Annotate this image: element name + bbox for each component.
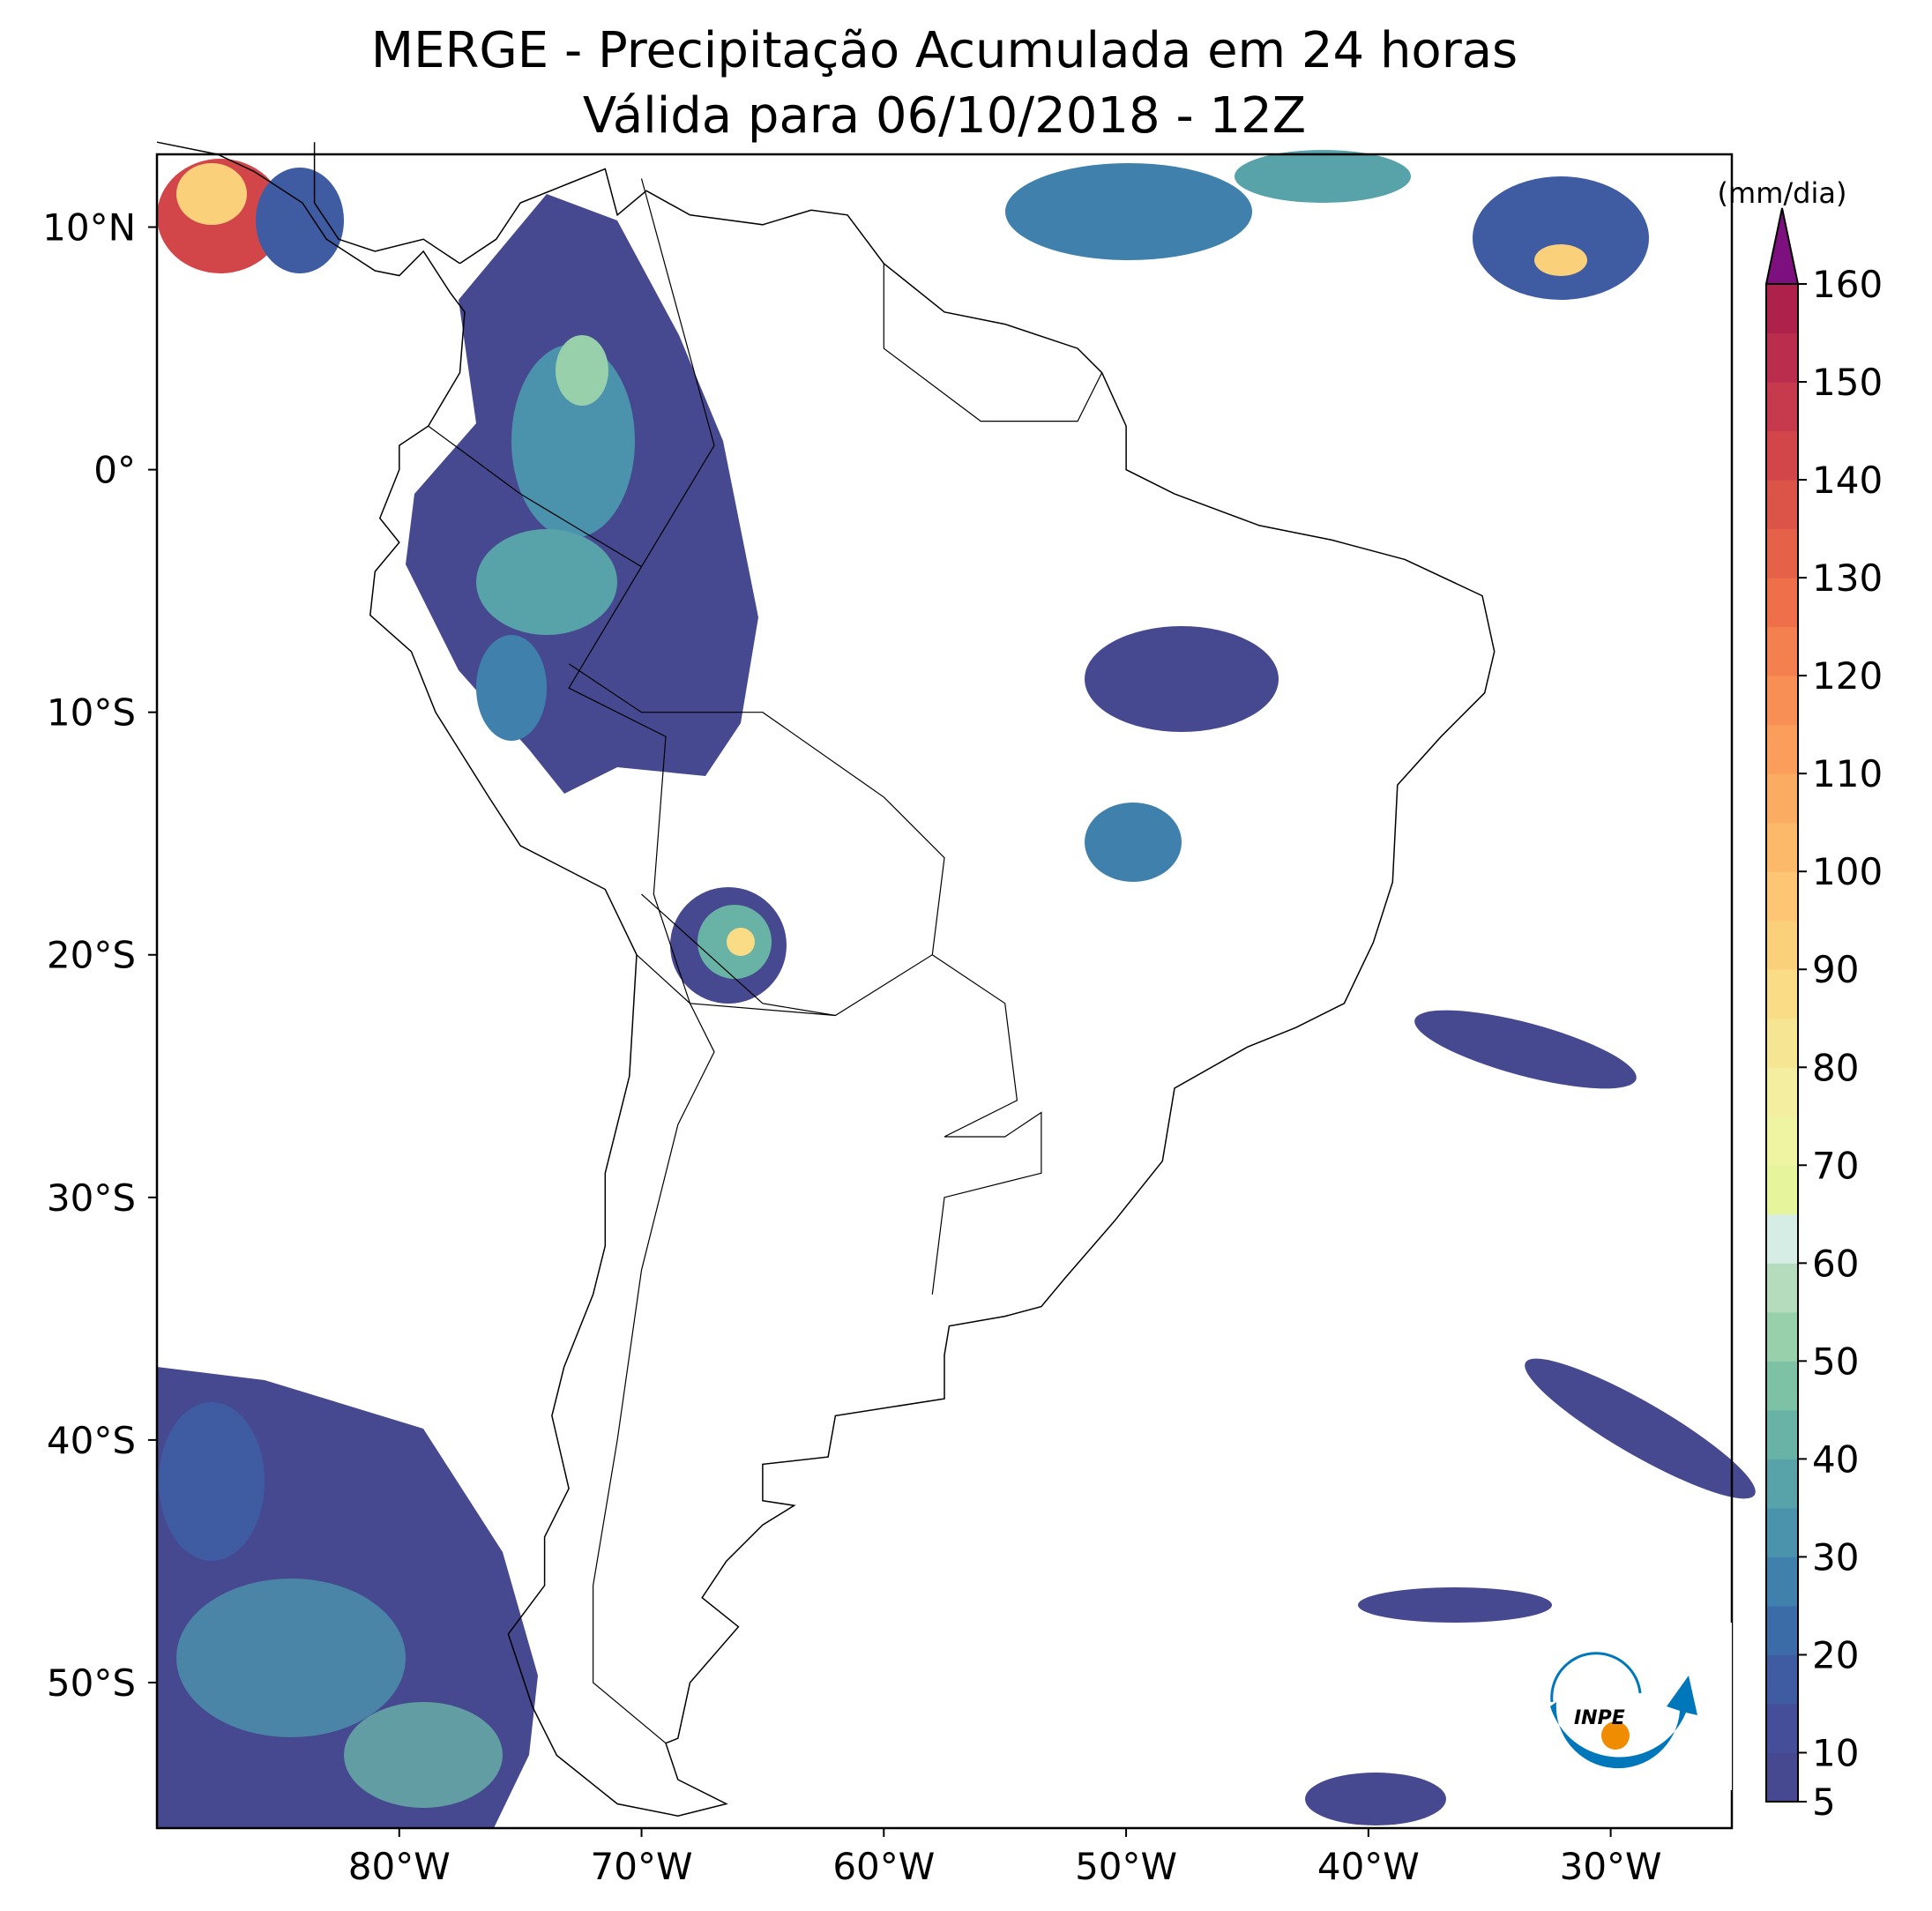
colorbar-band bbox=[1766, 382, 1798, 432]
colorbar-tick-label: 90 bbox=[1812, 948, 1859, 991]
map-title: MERGE - Precipitação Acumulada em 24 hor… bbox=[371, 22, 1518, 79]
y-tick-label: 10°S bbox=[47, 691, 136, 735]
colorbar-band bbox=[1766, 969, 1798, 1019]
colorbar-tick-label: 20 bbox=[1812, 1633, 1859, 1676]
colorbar-band bbox=[1766, 1165, 1798, 1215]
colorbar-tick-label: 40 bbox=[1812, 1437, 1859, 1481]
colorbar-label: (mm/dia) bbox=[1718, 176, 1847, 210]
precipitation-field bbox=[157, 150, 1756, 1828]
colorbar-tick-label: 30 bbox=[1812, 1535, 1859, 1579]
colorbar-band bbox=[1766, 1213, 1798, 1264]
border bbox=[883, 263, 1103, 422]
colorbar-tick-label: 5 bbox=[1812, 1780, 1836, 1824]
colorbar-band bbox=[1766, 1116, 1798, 1166]
border bbox=[641, 893, 836, 1017]
map-frame bbox=[155, 153, 1734, 1830]
colorbar-tick-label: 160 bbox=[1812, 263, 1883, 306]
colorbar-band bbox=[1766, 1409, 1798, 1459]
colorbar-tick-label: 80 bbox=[1812, 1046, 1859, 1089]
colorbar-band bbox=[1766, 332, 1798, 383]
y-tick-label: 30°S bbox=[47, 1176, 136, 1220]
colorbar-band bbox=[1766, 480, 1798, 530]
colorbar-tick-label: 110 bbox=[1812, 752, 1883, 795]
colorbar-band bbox=[1766, 1703, 1798, 1753]
colorbar-band bbox=[1766, 430, 1798, 481]
colorbar-band bbox=[1766, 920, 1798, 970]
colorbar-tick-label: 50 bbox=[1812, 1340, 1859, 1383]
y-tick-label: 10°N bbox=[42, 206, 136, 250]
central-america-outline bbox=[313, 142, 460, 265]
colorbar-band bbox=[1766, 1507, 1798, 1557]
border bbox=[593, 954, 715, 1744]
colorbar-tick-label: 100 bbox=[1812, 850, 1883, 893]
colorbar-band bbox=[1766, 528, 1798, 579]
colorbar-band bbox=[1766, 822, 1798, 872]
colorbar-band bbox=[1766, 1018, 1798, 1068]
colorbar-tick-label: 130 bbox=[1812, 556, 1883, 600]
colorbar-band bbox=[1766, 578, 1798, 628]
continent-outline bbox=[156, 141, 1496, 1817]
y-tick-label: 50°S bbox=[47, 1661, 136, 1705]
colorbar-band bbox=[1766, 676, 1798, 726]
colorbar-tick-label: 150 bbox=[1812, 361, 1883, 404]
colorbar-band bbox=[1766, 284, 1798, 334]
colorbar-band bbox=[1766, 1263, 1798, 1313]
x-tick-label: 40°W bbox=[1317, 1845, 1420, 1888]
colorbar-tick-label: 140 bbox=[1812, 459, 1883, 502]
border bbox=[428, 425, 642, 568]
map-subtitle: Válida para 06/10/2018 - 12Z bbox=[583, 87, 1306, 145]
colorbar-band bbox=[1766, 1654, 1798, 1705]
colorbar-band bbox=[1766, 773, 1798, 824]
colorbar-band bbox=[1766, 1752, 1798, 1803]
colorbar-band bbox=[1766, 1361, 1798, 1411]
y-tick-label: 20°S bbox=[47, 934, 136, 977]
y-tick-label: 40°S bbox=[47, 1419, 136, 1462]
colorbar-band bbox=[1766, 1605, 1798, 1655]
colorbar-band bbox=[1766, 1067, 1798, 1117]
colorbar-tick-label: 60 bbox=[1812, 1242, 1859, 1285]
border bbox=[568, 178, 945, 1017]
colorbar-band bbox=[1766, 1556, 1798, 1607]
x-tick-label: 70°W bbox=[591, 1845, 693, 1888]
border bbox=[931, 954, 1042, 1295]
logo-text: INPE bbox=[1574, 1707, 1625, 1729]
y-tick-label: 0° bbox=[93, 449, 136, 492]
colorbar-band bbox=[1766, 626, 1798, 676]
colorbar-band bbox=[1766, 1459, 1798, 1509]
colorbar-band bbox=[1766, 871, 1798, 922]
x-tick-label: 50°W bbox=[1075, 1845, 1177, 1888]
colorbar-extend bbox=[1764, 207, 1800, 285]
x-tick-label: 80°W bbox=[348, 1845, 451, 1888]
inpe-logo: INPE bbox=[1534, 1623, 1732, 1790]
colorbar-band bbox=[1766, 1311, 1798, 1362]
colorbar-tick-label: 120 bbox=[1812, 654, 1883, 698]
colorbar-tick-label: 70 bbox=[1812, 1144, 1859, 1187]
colorbar-frame bbox=[1765, 284, 1799, 1803]
x-tick-label: 30°W bbox=[1560, 1845, 1662, 1888]
coastline bbox=[156, 141, 1496, 1817]
colorbar-tick-label: 10 bbox=[1812, 1731, 1859, 1774]
x-tick-label: 60°W bbox=[832, 1845, 935, 1888]
colorbar-band bbox=[1766, 724, 1798, 774]
